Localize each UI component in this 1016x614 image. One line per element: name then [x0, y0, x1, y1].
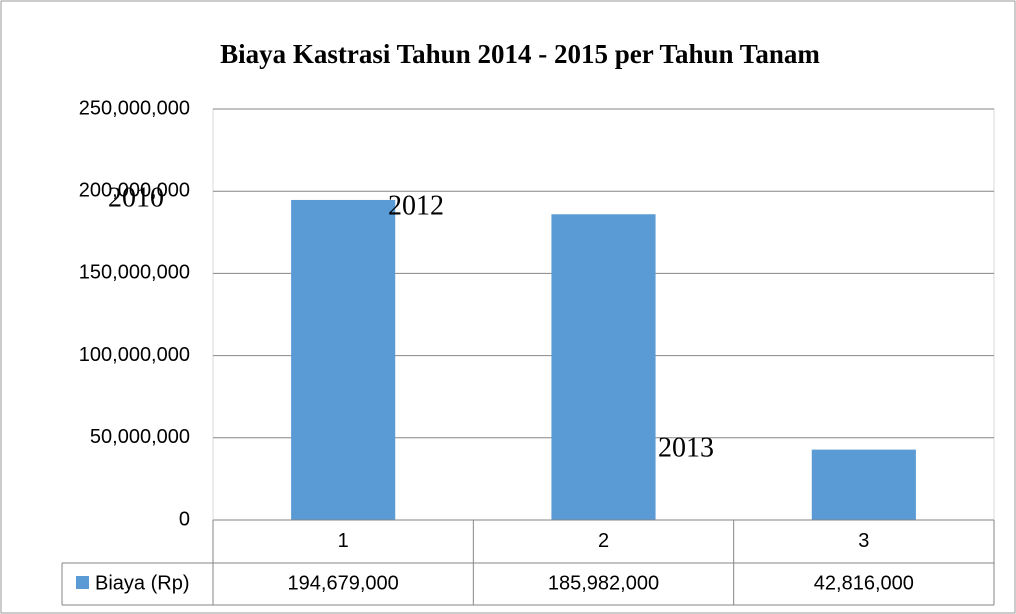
x-tick-label: 2 — [598, 530, 609, 552]
legend-swatch — [76, 576, 89, 589]
y-tick-label: 150,000,000 — [79, 262, 190, 284]
bar — [551, 214, 656, 520]
table-value: 194,679,000 — [288, 572, 399, 594]
bar — [811, 449, 916, 520]
y-tick-label: 100,000,000 — [79, 344, 190, 366]
table-value: 185,982,000 — [548, 572, 659, 594]
table-value: 42,816,000 — [814, 572, 914, 594]
y-tick-label: 50,000,000 — [90, 426, 190, 448]
annotation: 2010 — [108, 182, 164, 213]
legend-label: Biaya (Rp) — [95, 572, 189, 594]
annotation: 2012 — [388, 190, 444, 221]
y-tick-label: 0 — [179, 508, 190, 530]
y-tick-label: 250,000,000 — [79, 97, 190, 119]
annotation: 2013 — [658, 432, 714, 463]
chart-title: Biaya Kastrasi Tahun 2014 - 2015 per Tah… — [220, 39, 820, 69]
x-tick-label: 1 — [338, 530, 349, 552]
bar — [291, 199, 396, 520]
x-tick-label: 3 — [858, 530, 869, 552]
y-tick-label: 200,000,000 — [79, 179, 190, 201]
